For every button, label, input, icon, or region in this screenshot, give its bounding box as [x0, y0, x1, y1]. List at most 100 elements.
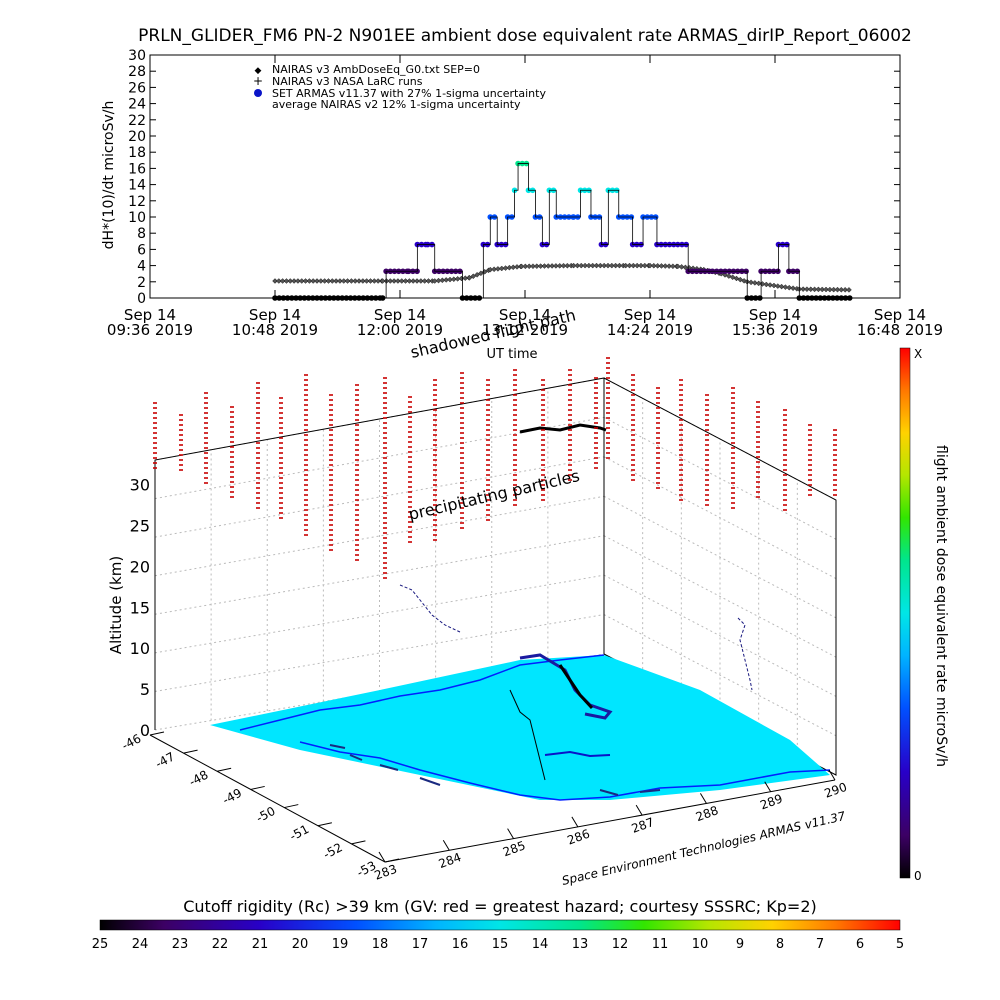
- legend-symbol-1: ◆: [255, 66, 262, 76]
- grid-line: [603, 574, 837, 697]
- grid-line: [603, 535, 837, 658]
- grid-line: [154, 456, 605, 538]
- nairas-point: [807, 286, 814, 293]
- grid-line: [154, 574, 605, 654]
- nairas-point: [838, 286, 845, 293]
- nairas-point: [630, 262, 637, 269]
- nairas-point: [530, 263, 536, 270]
- y-tick-label: 6: [137, 242, 146, 258]
- nairas-point: [421, 278, 428, 284]
- legend-symbol-2: +: [253, 74, 263, 88]
- nairas-point: [466, 274, 473, 281]
- lon-tick-label: 288: [694, 803, 720, 824]
- nairas-point: [318, 278, 324, 284]
- nairas-point: [391, 278, 397, 284]
- rigidity-tick-label: 11: [652, 937, 669, 952]
- armas-step-line: [275, 163, 852, 299]
- dose-colorbar-top-label: X: [914, 347, 922, 361]
- nairas-point: [609, 262, 615, 269]
- nairas-point: [682, 264, 689, 271]
- altitude-tick-label: 5: [140, 680, 150, 699]
- wall-projection-right: [737, 617, 753, 691]
- lon-tick-mark: [764, 781, 772, 792]
- nairas-point: [360, 278, 366, 284]
- nairas-point: [470, 273, 477, 280]
- nairas-point: [474, 271, 480, 278]
- nairas-point: [314, 278, 320, 284]
- nairas-point: [371, 278, 378, 284]
- legend-label-4: average NAIRAS v2 12% 1-sigma uncertaint…: [272, 98, 521, 111]
- legend-label-1: NAIRAS v3 AmbDoseEq_G0.txt SEP=0: [272, 63, 480, 76]
- y-tick-label: 12: [128, 194, 146, 210]
- nairas-point: [651, 262, 657, 269]
- nairas-point: [616, 262, 623, 269]
- rigidity-ticks: 25 24 23 22 21 20 19 18 17 16 15 14 13 12 11 10 9 8 7 6 5: [92, 937, 904, 952]
- x-tick-time: 16:48 2019: [857, 321, 943, 339]
- nairas-point: [827, 286, 833, 293]
- lon-tick-mark: [699, 793, 707, 804]
- nairas-point: [310, 278, 316, 284]
- top-x-axis-label: UT time: [487, 347, 538, 362]
- nairas-point: [553, 263, 559, 269]
- lon-tick-label: 290: [822, 780, 848, 801]
- x-tick-time: 15:36 2019: [732, 321, 818, 339]
- rigidity-tick-label: 21: [252, 937, 269, 952]
- nairas-point: [729, 274, 736, 281]
- nairas-point: [352, 278, 358, 284]
- nairas-point: [356, 278, 362, 284]
- rigidity-colorbar-title: Cutoff rigidity (Rc) >39 km (GV: red = g…: [183, 897, 817, 916]
- lat-tick-label: -48: [187, 768, 211, 790]
- nairas-point: [674, 263, 681, 270]
- nairas-point: [804, 286, 810, 292]
- x-tick-time: 14:24 2019: [607, 321, 693, 339]
- y-tick-label: 30: [128, 48, 146, 64]
- nairas-point: [379, 278, 386, 284]
- nairas-point: [402, 278, 409, 284]
- armas-series: [272, 160, 853, 301]
- dose-colorbar-title: flight ambient dose equivalent rate micr…: [933, 445, 949, 767]
- flight-path-ground-line: [509, 689, 546, 781]
- nairas-point: [410, 278, 416, 284]
- nairas-point: [333, 278, 339, 284]
- nairas-point: [287, 278, 294, 284]
- rigidity-tick-label: 15: [492, 937, 509, 952]
- annotation-precipitating-particles: precipitating particles: [407, 466, 582, 524]
- legend-label-3: SET ARMAS v11.37 with 27% 1-sigma uncert…: [272, 87, 546, 100]
- rigidity-tick-label: 19: [332, 937, 349, 952]
- nairas-point: [340, 278, 347, 284]
- x-tick-date: Sep 14: [749, 306, 801, 324]
- x-tick-date: Sep 14: [624, 306, 676, 324]
- rigidity-tick-label: 24: [132, 937, 149, 952]
- nairas-point: [522, 263, 529, 270]
- nairas-point: [276, 278, 282, 284]
- lat-tick-label: -49: [220, 786, 244, 808]
- altitude-tick-label: 0: [140, 721, 150, 740]
- altitude-tick-label: 30: [130, 476, 150, 495]
- x-tick-time: 10:48 2019: [232, 321, 318, 339]
- lat-tick-mark: [384, 858, 400, 863]
- nairas-point: [638, 262, 644, 269]
- lat-tick-mark: [250, 785, 265, 790]
- rigidity-tick-label: 7: [816, 937, 824, 952]
- lat-tick-mark: [183, 749, 198, 754]
- rigidity-tick-label: 16: [452, 937, 469, 952]
- lon-tick-mark: [507, 828, 515, 839]
- x-tick-date: Sep 14: [249, 306, 301, 324]
- nairas-point: [582, 262, 588, 269]
- nairas-point: [790, 285, 796, 291]
- y-tick-label: 22: [128, 113, 146, 129]
- y-tick-label: 28: [128, 64, 146, 80]
- nairas-point: [363, 278, 370, 284]
- three-d-panel: shadowed flight path precipitating parti…: [107, 305, 849, 888]
- nairas-point: [626, 262, 633, 269]
- nairas-point: [634, 262, 640, 269]
- y-tick-label: 4: [137, 259, 146, 275]
- rigidity-colorbar-frame: [99, 919, 901, 931]
- nairas-point: [574, 262, 581, 269]
- dose-colorbar-bottom-label: 0: [914, 869, 922, 883]
- lat-tick-mark: [149, 731, 165, 736]
- nairas-point: [842, 287, 848, 293]
- grid-line: [603, 614, 837, 737]
- nairas-point: [755, 280, 762, 287]
- altitude-tick-label: 25: [130, 516, 150, 535]
